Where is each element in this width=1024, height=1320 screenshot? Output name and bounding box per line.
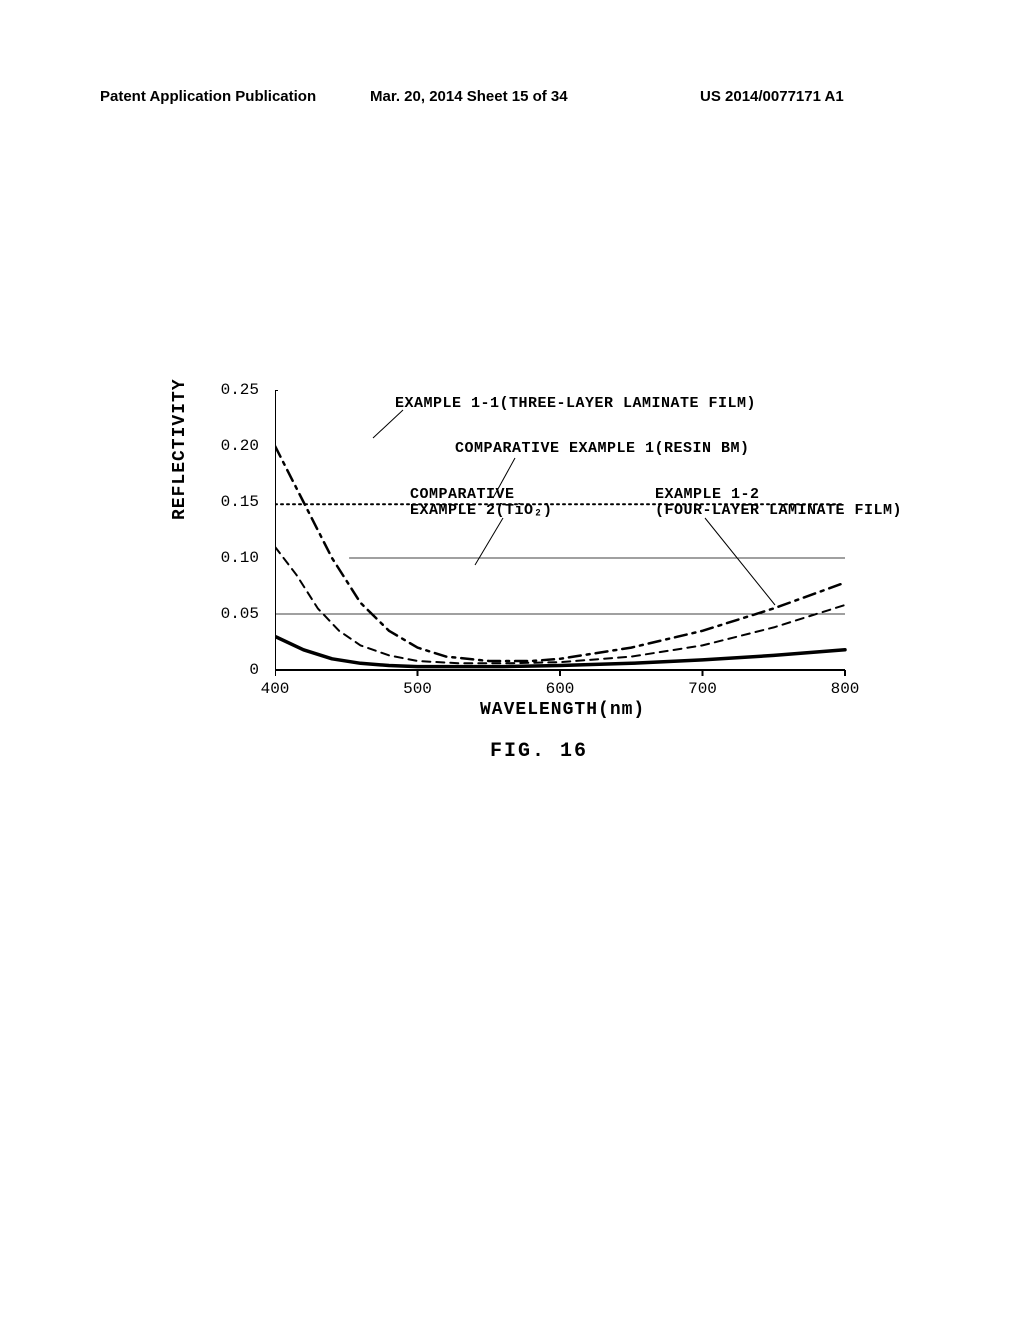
y-tick-label: 0.20 — [209, 437, 259, 455]
label-comparative-1: COMPARATIVE EXAMPLE 1(RESIN BM) — [455, 440, 750, 457]
x-tick-label: 500 — [398, 680, 438, 698]
label-example-1-2-l2: (FOUR-LAYER LAMINATE FILM) — [655, 502, 902, 519]
y-tick-label: 0 — [209, 661, 259, 679]
label-comparative-2-l1: COMPARATIVE — [410, 486, 515, 503]
plot-region: EXAMPLE 1-1(THREE-LAYER LAMINATE FILM) C… — [275, 390, 845, 670]
plot-svg — [275, 390, 875, 710]
header-date-sheet: Mar. 20, 2014 Sheet 15 of 34 — [370, 88, 568, 105]
header-pub: Patent Application Publication — [100, 88, 316, 105]
y-tick-label: 0.05 — [209, 605, 259, 623]
y-tick-label: 0.25 — [209, 381, 259, 399]
x-tick-label: 800 — [825, 680, 865, 698]
x-tick-label: 600 — [540, 680, 580, 698]
figure-caption: FIG. 16 — [490, 740, 588, 763]
header-pubnum: US 2014/0077171 A1 — [700, 88, 844, 105]
label-comparative-2-l2: EXAMPLE 2(TiO₂) — [410, 502, 553, 519]
y-tick-label: 0.15 — [209, 493, 259, 511]
x-tick-label: 400 — [255, 680, 295, 698]
reflectivity-chart: EXAMPLE 1-1(THREE-LAYER LAMINATE FILM) C… — [215, 390, 875, 740]
x-tick-label: 700 — [683, 680, 723, 698]
y-tick-label: 0.10 — [209, 549, 259, 567]
label-example-1-1: EXAMPLE 1-1(THREE-LAYER LAMINATE FILM) — [395, 395, 756, 412]
y-axis-label: REFLECTIVITY — [170, 378, 190, 520]
label-example-1-2-l1: EXAMPLE 1-2 — [655, 486, 760, 503]
